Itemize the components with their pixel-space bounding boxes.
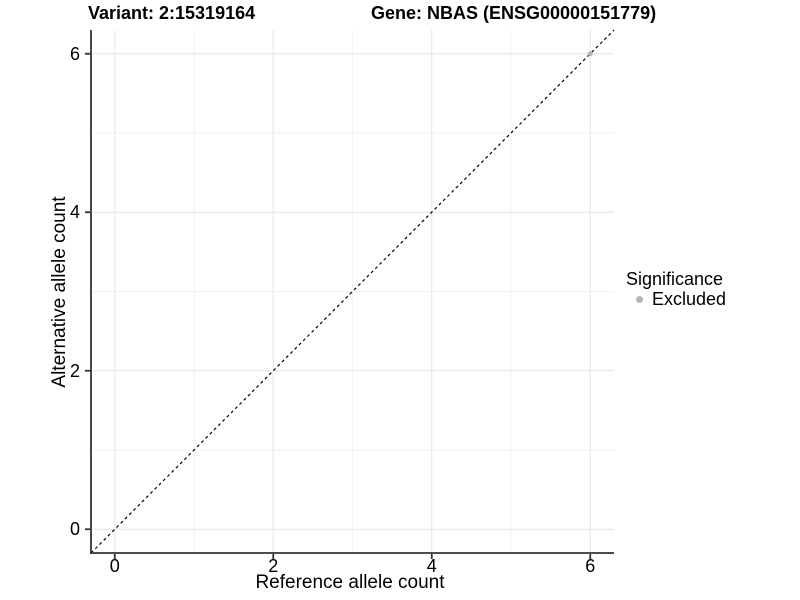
x-tick-label: 2 [268,556,279,576]
data-point [587,51,593,57]
legend: Significance Excluded [626,269,726,309]
legend-key [626,296,652,303]
excluded-point-icon [635,296,643,303]
y-tick-label: 4 [69,202,80,223]
legend-item-excluded: Excluded [626,290,726,309]
y-tick-label: 6 [69,43,80,64]
legend-item-label: Excluded [652,289,727,309]
y-tick-label: 2 [69,360,80,381]
plot-title-variant: Variant: 2:15319164 [88,3,256,23]
plot-title-gene: Gene: NBAS (ENSG00000151779) [371,3,657,23]
x-axis-title: Reference allele count [255,572,445,593]
y-tick-label: 0 [69,519,80,540]
x-tick-label: 0 [109,556,120,576]
x-tick-label: 4 [426,556,437,576]
legend-title: Significance [626,269,724,289]
y-axis-title: Alternative allele count [49,196,70,388]
x-tick-label: 6 [585,556,596,576]
